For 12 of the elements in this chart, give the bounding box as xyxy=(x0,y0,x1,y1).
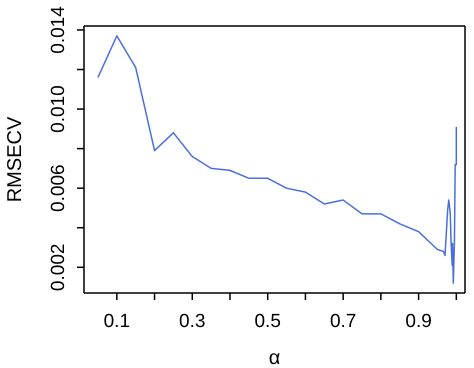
x-tick-label: 0.7 xyxy=(330,311,356,332)
x-tick-label: 0.3 xyxy=(179,311,206,332)
x-axis-title: α xyxy=(268,347,280,368)
x-tick-label: 0.1 xyxy=(104,311,130,332)
y-tick-label: 0.010 xyxy=(48,85,69,133)
line-series xyxy=(97,35,458,284)
y-tick-label: 0.006 xyxy=(48,164,69,212)
y-axis-title: RMSECV xyxy=(4,116,26,202)
x-tick-label: 0.5 xyxy=(254,311,281,332)
y-tick-label: 0.002 xyxy=(48,244,69,292)
x-tick-label: 0.9 xyxy=(405,311,432,332)
y-tick-label: 0.014 xyxy=(48,6,69,54)
